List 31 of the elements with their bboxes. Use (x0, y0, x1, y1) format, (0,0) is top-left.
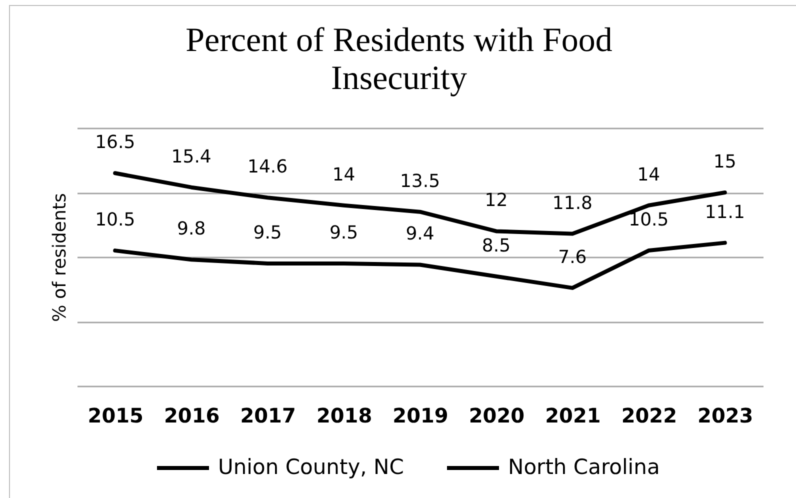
data-label: 7.6 (558, 246, 587, 268)
x-tick-label: 2021 (545, 404, 601, 428)
x-tick-label: 2023 (698, 404, 754, 428)
x-tick-label: 2019 (392, 404, 448, 428)
data-label: 15 (713, 152, 736, 172)
data-label: 11.1 (704, 202, 745, 223)
data-label: 9.5 (329, 222, 358, 244)
x-tick-label: 2020 (468, 404, 525, 428)
x-tick-label: 2018 (316, 404, 372, 428)
data-label: 16.5 (95, 132, 136, 154)
x-tick-label: 2017 (240, 404, 296, 428)
data-label: 14.6 (248, 156, 288, 178)
legend-label: Union County, NC (218, 455, 404, 479)
x-tick-label: 2022 (621, 404, 678, 428)
data-label: 9.8 (177, 218, 206, 240)
data-label: 9.5 (253, 222, 282, 244)
data-label: 15.4 (171, 146, 212, 168)
data-label: 9.4 (406, 224, 434, 245)
chart-title: Percent of Residents with Food Insecurity (186, 22, 612, 97)
data-label: 14 (637, 164, 660, 186)
x-tick-label: 2016 (164, 404, 220, 428)
x-tick-label: 2015 (88, 404, 144, 428)
data-label: 10.5 (628, 210, 669, 231)
data-label: 12 (484, 190, 508, 212)
data-label: 14 (332, 164, 356, 186)
y-axis-title: % of residents (50, 193, 70, 322)
data-label: 10.5 (95, 210, 136, 231)
legend-label: North Carolina (508, 455, 660, 479)
data-label: 8.5 (482, 235, 511, 256)
data-label: 11.8 (552, 192, 592, 214)
data-label: 13.5 (400, 170, 440, 192)
